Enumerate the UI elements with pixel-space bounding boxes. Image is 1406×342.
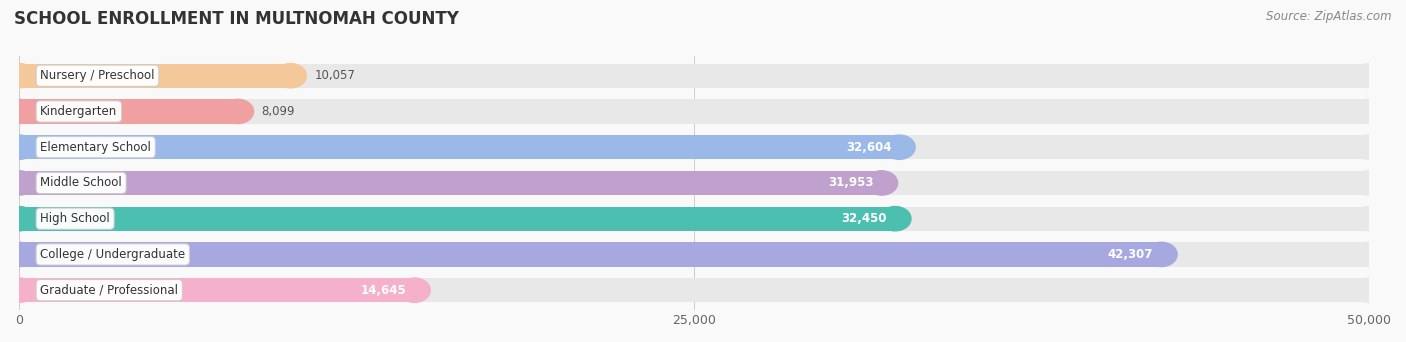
Ellipse shape <box>1353 135 1385 159</box>
Ellipse shape <box>1353 64 1385 88</box>
Ellipse shape <box>866 171 897 195</box>
Bar <box>20 135 1369 159</box>
Ellipse shape <box>1353 278 1385 302</box>
Text: 14,645: 14,645 <box>360 284 406 297</box>
Text: 32,450: 32,450 <box>842 212 887 225</box>
Bar <box>20 278 415 302</box>
Text: Kindergarten: Kindergarten <box>41 105 118 118</box>
Text: College / Undergraduate: College / Undergraduate <box>41 248 186 261</box>
Ellipse shape <box>3 99 35 123</box>
Bar <box>20 242 1161 266</box>
Bar <box>20 278 1369 302</box>
Ellipse shape <box>879 207 911 231</box>
Ellipse shape <box>3 135 35 159</box>
Ellipse shape <box>222 99 253 123</box>
Bar <box>20 135 900 159</box>
Ellipse shape <box>3 171 35 195</box>
Bar <box>20 99 1369 123</box>
Ellipse shape <box>3 171 35 195</box>
Ellipse shape <box>3 99 35 123</box>
Ellipse shape <box>274 64 307 88</box>
Ellipse shape <box>3 64 35 88</box>
Ellipse shape <box>398 278 430 302</box>
Bar <box>20 242 1369 266</box>
Bar <box>20 207 1369 231</box>
Ellipse shape <box>3 242 35 266</box>
Ellipse shape <box>1353 171 1385 195</box>
Text: 42,307: 42,307 <box>1108 248 1153 261</box>
Bar <box>20 64 1369 88</box>
Text: Source: ZipAtlas.com: Source: ZipAtlas.com <box>1267 10 1392 23</box>
Bar <box>20 171 1369 195</box>
Ellipse shape <box>3 242 35 266</box>
Ellipse shape <box>3 135 35 159</box>
Ellipse shape <box>3 278 35 302</box>
Ellipse shape <box>1353 207 1385 231</box>
Text: Nursery / Preschool: Nursery / Preschool <box>41 69 155 82</box>
Text: Graduate / Professional: Graduate / Professional <box>41 284 179 297</box>
Text: 8,099: 8,099 <box>262 105 295 118</box>
Bar <box>20 207 896 231</box>
Text: Middle School: Middle School <box>41 176 122 189</box>
Text: High School: High School <box>41 212 110 225</box>
Ellipse shape <box>1146 242 1177 266</box>
Ellipse shape <box>1353 99 1385 123</box>
Bar <box>20 171 882 195</box>
Ellipse shape <box>3 278 35 302</box>
Ellipse shape <box>3 207 35 231</box>
Bar <box>20 99 238 123</box>
Text: Elementary School: Elementary School <box>41 141 150 154</box>
Ellipse shape <box>883 135 915 159</box>
Bar <box>20 64 291 88</box>
Text: 10,057: 10,057 <box>315 69 356 82</box>
Text: 31,953: 31,953 <box>828 176 873 189</box>
Ellipse shape <box>3 207 35 231</box>
Text: 32,604: 32,604 <box>845 141 891 154</box>
Text: SCHOOL ENROLLMENT IN MULTNOMAH COUNTY: SCHOOL ENROLLMENT IN MULTNOMAH COUNTY <box>14 10 458 28</box>
Ellipse shape <box>3 64 35 88</box>
Ellipse shape <box>1353 242 1385 266</box>
